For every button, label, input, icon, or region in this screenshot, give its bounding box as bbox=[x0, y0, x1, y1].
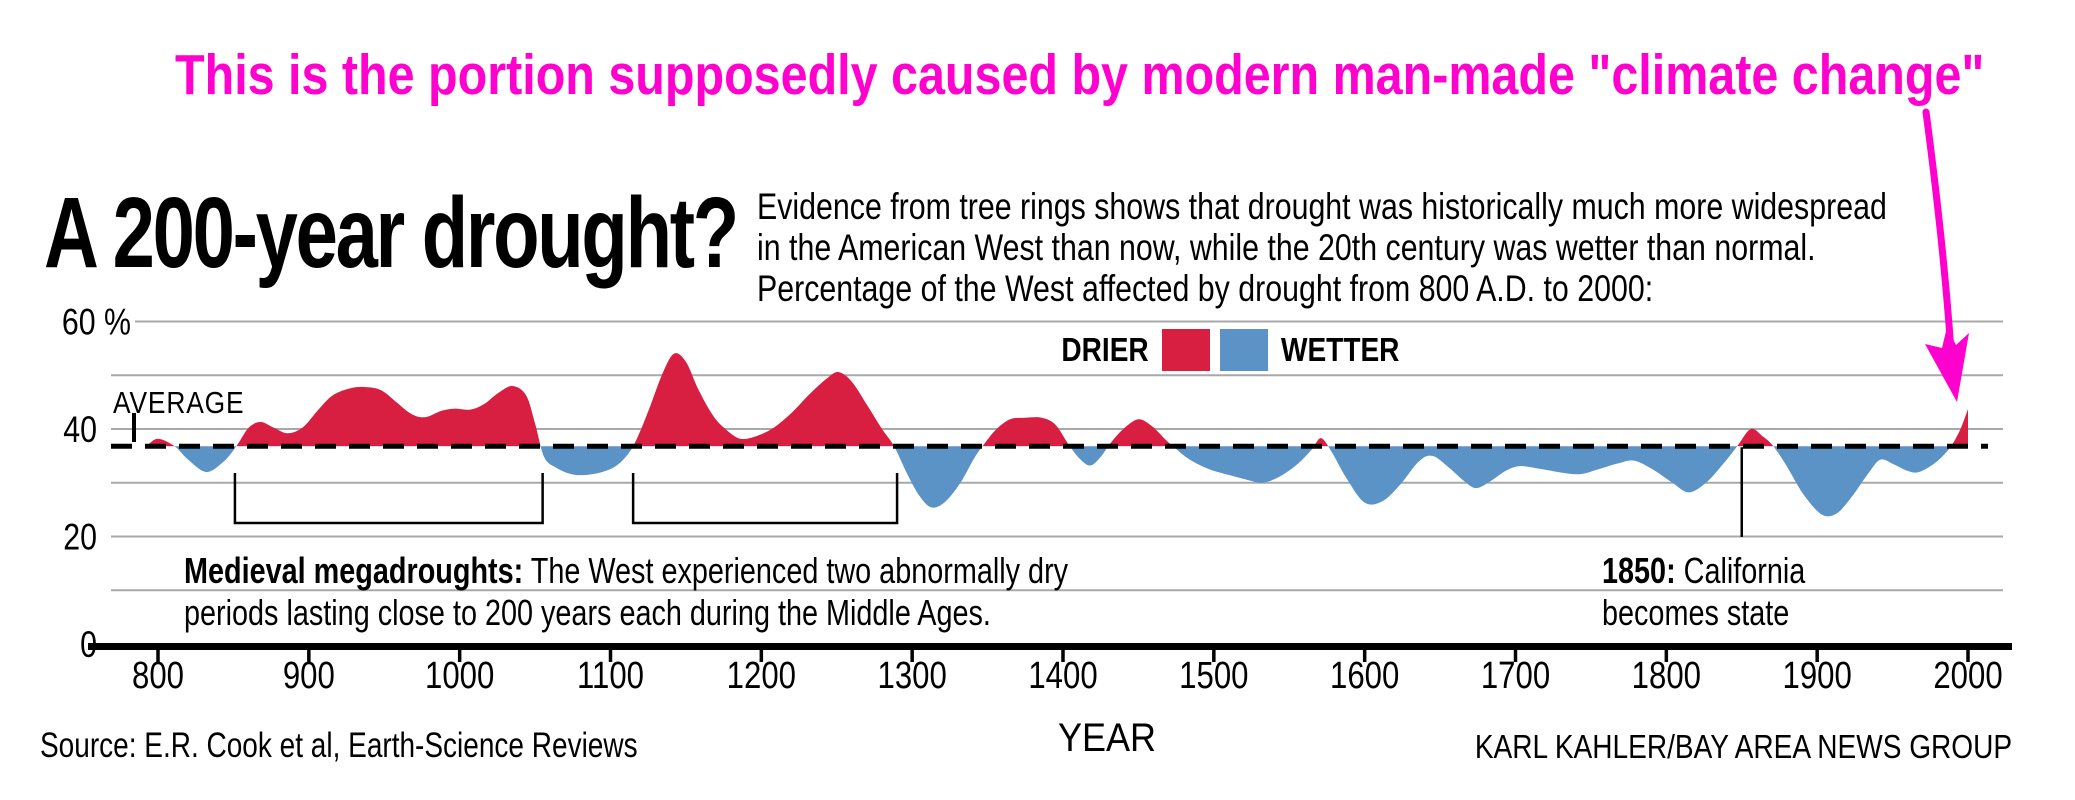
megadrought-bracket-1 bbox=[233, 473, 544, 525]
average-pointer-tick bbox=[132, 413, 136, 442]
author-credit: KARL KAHLER/BAY AREA NEWS GROUP bbox=[1474, 728, 2012, 765]
year-1850-annotation: 1850: California becomes state bbox=[1602, 550, 1805, 634]
y-tick-label-0: 0 bbox=[80, 624, 97, 666]
year-1850-annotation-line2: becomes state bbox=[1602, 592, 1790, 633]
subtitle-line-3: Percentage of the West affected by droug… bbox=[757, 268, 1654, 309]
y-tick-label-60: 60 % bbox=[62, 302, 131, 344]
x-tick-label-1300: 1300 bbox=[878, 655, 947, 697]
x-tick-label-1200: 1200 bbox=[727, 655, 796, 697]
x-axis-line bbox=[88, 643, 2012, 650]
year-1850-annotation-lead: 1850: bbox=[1602, 550, 1676, 591]
medieval-annotation-line2: periods lasting close to 200 years each … bbox=[184, 592, 991, 633]
x-tick-label-1000: 1000 bbox=[425, 655, 494, 697]
x-tick-label-1900: 1900 bbox=[1783, 655, 1852, 697]
x-axis-title: YEAR bbox=[1058, 716, 1157, 760]
headline-arrow-head bbox=[1925, 327, 1969, 402]
x-tick-label-1100: 1100 bbox=[577, 655, 644, 697]
medieval-annotation: Medieval megadroughts: The West experien… bbox=[184, 550, 1068, 634]
x-tick-label-1800: 1800 bbox=[1632, 655, 1701, 697]
subtitle-line-1: Evidence from tree rings shows that drou… bbox=[757, 186, 1887, 227]
x-tick-label-1600: 1600 bbox=[1330, 655, 1399, 697]
chart-title: A 200-year drought? bbox=[44, 177, 739, 289]
legend-label-drier: DRIER bbox=[1061, 331, 1149, 368]
chart-legend: DRIER WETTER bbox=[1046, 328, 1420, 372]
legend-swatch-wetter bbox=[1219, 329, 1268, 371]
x-tick-label-900: 900 bbox=[283, 655, 335, 697]
x-tick-label-1700: 1700 bbox=[1481, 655, 1550, 697]
x-tick-label-800: 800 bbox=[132, 655, 184, 697]
medieval-annotation-lead: Medieval megadroughts: bbox=[184, 550, 524, 591]
megadrought-bracket-2 bbox=[631, 473, 899, 525]
x-tick-label-1500: 1500 bbox=[1179, 655, 1248, 697]
y-tick-label-20: 20 bbox=[63, 517, 97, 559]
x-tick-label-1400: 1400 bbox=[1028, 655, 1097, 697]
y-tick-label-40: 40 bbox=[63, 409, 97, 451]
chart-subtitle: Evidence from tree rings shows that drou… bbox=[757, 186, 1887, 309]
subtitle-line-2: in the American West than now, while the… bbox=[757, 227, 1816, 268]
legend-label-wetter: WETTER bbox=[1280, 331, 1400, 368]
legend-swatch-drier bbox=[1161, 329, 1210, 371]
headline-arrow-shaft bbox=[1922, 108, 1955, 356]
source-credit: Source: E.R. Cook et al, Earth-Science R… bbox=[40, 726, 638, 765]
drier-area bbox=[147, 353, 1968, 447]
x-tick-label-2000: 2000 bbox=[1933, 655, 2002, 697]
wetter-area bbox=[174, 446, 1952, 517]
headline-annotation: This is the portion supposedly caused by… bbox=[175, 43, 1985, 107]
medieval-annotation-text: The West experienced two abnormally dry bbox=[523, 550, 1069, 591]
year-1850-annotation-text: California bbox=[1675, 550, 1806, 591]
